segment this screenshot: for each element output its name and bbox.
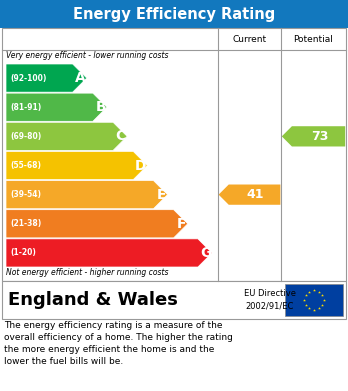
Polygon shape [6, 181, 167, 209]
Bar [0, 0, 348, 28]
Text: (39-54): (39-54) [10, 190, 41, 199]
Text: C: C [116, 129, 126, 143]
Text: B: B [95, 100, 106, 114]
Polygon shape [6, 151, 147, 179]
Text: (92-100): (92-100) [10, 74, 46, 83]
Text: Current: Current [232, 34, 267, 43]
Text: (81-91): (81-91) [10, 103, 41, 112]
Text: 41: 41 [247, 188, 264, 201]
Text: Potential: Potential [294, 34, 333, 43]
Text: The energy efficiency rating is a measure of the
overall efficiency of a home. T: The energy efficiency rating is a measur… [4, 321, 233, 366]
Text: England & Wales: England & Wales [8, 291, 178, 309]
Bar [2, 28, 346, 281]
Polygon shape [6, 64, 87, 92]
Text: (1-20): (1-20) [10, 248, 36, 257]
Polygon shape [6, 239, 212, 267]
Polygon shape [6, 122, 127, 151]
Text: D: D [135, 158, 147, 172]
Text: (69-80): (69-80) [10, 132, 41, 141]
Text: Energy Efficiency Rating: Energy Efficiency Rating [73, 7, 275, 22]
Text: (21-38): (21-38) [10, 219, 41, 228]
Text: 73: 73 [311, 130, 328, 143]
Text: F: F [177, 217, 186, 231]
Bar [2, 281, 346, 319]
Text: Very energy efficient - lower running costs: Very energy efficient - lower running co… [6, 51, 168, 60]
Bar [285, 284, 343, 316]
Text: G: G [200, 246, 211, 260]
Text: (55-68): (55-68) [10, 161, 41, 170]
Text: EU Directive
2002/91/EC: EU Directive 2002/91/EC [244, 289, 295, 311]
Text: A: A [75, 71, 86, 85]
Polygon shape [6, 93, 107, 121]
Polygon shape [6, 210, 188, 238]
Text: E: E [157, 188, 166, 202]
Polygon shape [282, 126, 345, 147]
Text: Not energy efficient - higher running costs: Not energy efficient - higher running co… [6, 268, 168, 277]
Polygon shape [219, 185, 280, 205]
